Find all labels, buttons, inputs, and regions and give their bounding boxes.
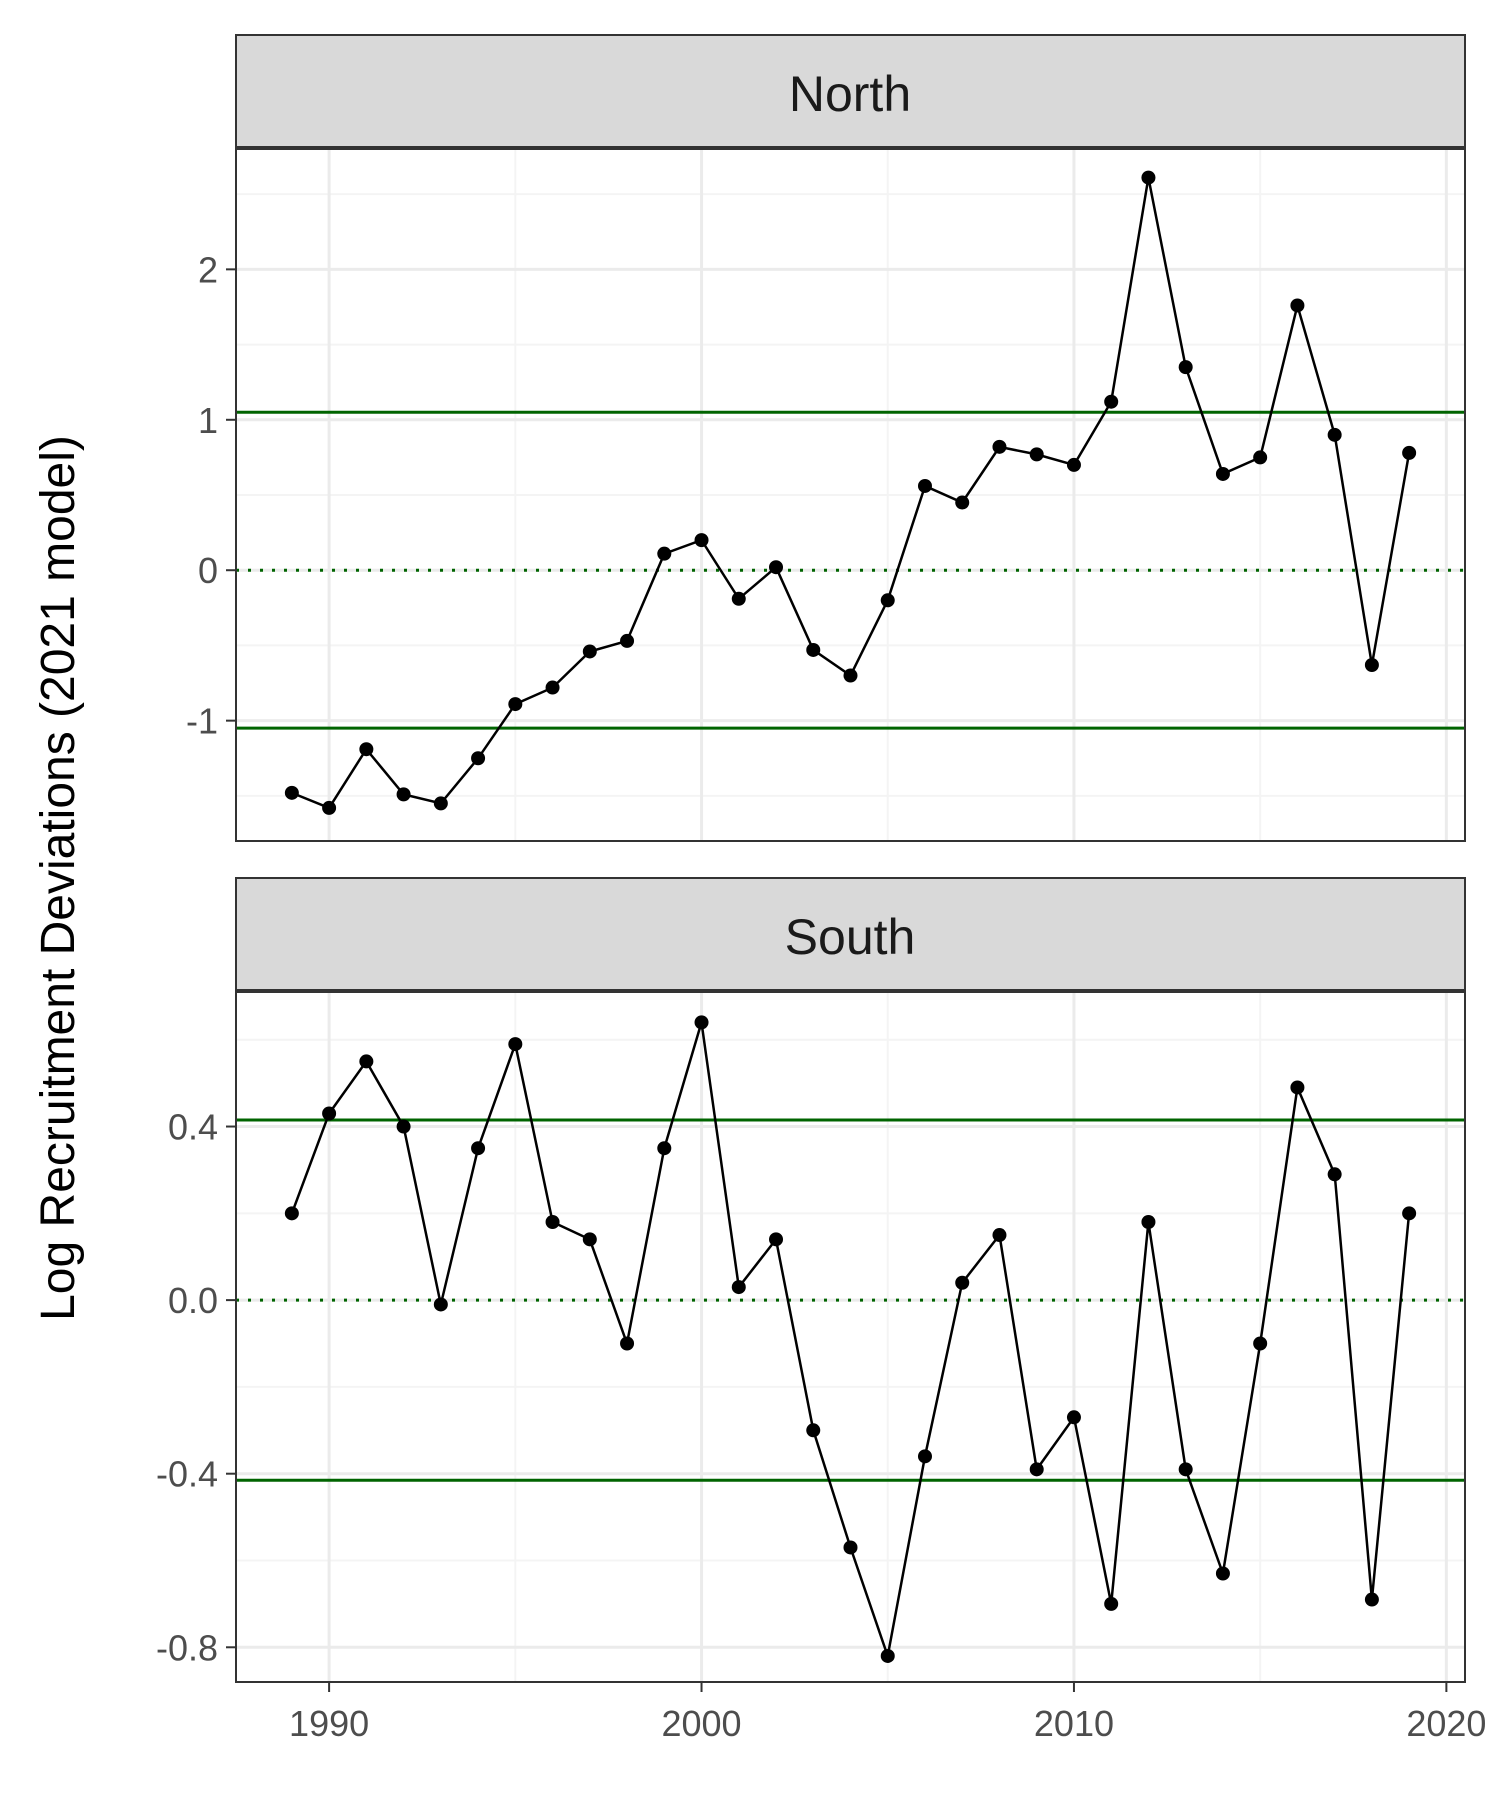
- north-data-point: [471, 751, 486, 766]
- south-y-tick-label: -0.4: [156, 1454, 218, 1495]
- north-data-point: [1215, 466, 1230, 481]
- south-data-point: [582, 1232, 597, 1247]
- south-data-point: [880, 1648, 895, 1663]
- south-data-point: [1178, 1462, 1193, 1477]
- south-data-point: [433, 1297, 448, 1312]
- south-strip: [235, 877, 1466, 991]
- south-panel: South -0.8 -0.4 0.0 0.4 1990 2000 2010 2020: [156, 877, 1486, 1744]
- y-axis-title: Log Recruitment Deviations (2021 model): [32, 435, 85, 1321]
- south-data-point: [1402, 1206, 1417, 1221]
- south-data-point: [955, 1275, 970, 1290]
- south-y-axis: -0.8 -0.4 0.0 0.4: [156, 1107, 236, 1668]
- north-data-point: [694, 533, 709, 548]
- north-data-point: [955, 495, 970, 510]
- south-data-point: [806, 1423, 821, 1438]
- north-data-point: [1402, 445, 1417, 460]
- x-tick-label: 2010: [1034, 1703, 1114, 1744]
- south-data-point: [1253, 1336, 1268, 1351]
- south-data-point: [917, 1449, 932, 1464]
- north-data-point: [545, 680, 560, 695]
- north-data-point: [322, 800, 337, 815]
- north-data-point: [731, 591, 746, 606]
- north-panel: North -1 0 1 2: [186, 34, 1466, 842]
- north-grid: [236, 149, 1465, 841]
- south-data-point: [1364, 1592, 1379, 1607]
- south-data-point: [992, 1228, 1007, 1243]
- north-data-point: [284, 785, 299, 800]
- north-panel-border: [235, 148, 1466, 842]
- north-data-point: [359, 742, 374, 757]
- north-y-axis: -1 0 1 2: [186, 249, 236, 742]
- south-data-point: [545, 1215, 560, 1229]
- south-data-point: [731, 1280, 746, 1295]
- north-data-point: [806, 642, 821, 657]
- north-data-point: [1141, 170, 1156, 185]
- x-axis: 1990 2000 2010 2020: [289, 1682, 1486, 1744]
- south-data-point: [1327, 1167, 1342, 1182]
- north-strip: [235, 34, 1466, 148]
- north-y-tick-label: 2: [198, 249, 218, 290]
- north-data-point: [582, 644, 597, 659]
- north-data-point: [620, 633, 635, 648]
- south-y-tick-label: 0.4: [168, 1107, 218, 1148]
- south-series: [284, 1015, 1417, 1663]
- south-data-point: [284, 1206, 299, 1221]
- south-data-point: [359, 1054, 374, 1069]
- south-data-point: [508, 1037, 523, 1052]
- north-data-point: [1029, 447, 1044, 462]
- south-data-point: [1104, 1596, 1119, 1611]
- south-data-point: [694, 1015, 709, 1030]
- north-data-point: [508, 697, 523, 712]
- south-panel-border: [235, 991, 1466, 1683]
- north-strip-label: North: [789, 66, 911, 122]
- south-data-point: [1066, 1410, 1081, 1425]
- x-tick-label: 2000: [661, 1703, 741, 1744]
- south-data-point: [769, 1232, 784, 1247]
- south-y-tick-label: -0.8: [156, 1627, 218, 1668]
- south-data-point: [620, 1336, 635, 1351]
- south-data-point: [1290, 1080, 1305, 1095]
- north-data-point: [1253, 450, 1268, 465]
- north-reference-lines: [236, 410, 1465, 730]
- x-tick-label: 2020: [1406, 1703, 1486, 1744]
- south-grid: [236, 992, 1465, 1682]
- south-data-point: [1029, 1462, 1044, 1477]
- north-y-tick-label: 1: [198, 400, 218, 441]
- south-data-point: [657, 1141, 672, 1156]
- south-data-point: [843, 1540, 858, 1555]
- south-strip-label: South: [785, 909, 916, 965]
- north-data-point: [433, 796, 448, 811]
- south-plot-background: [236, 992, 1465, 1682]
- north-data-point: [1066, 457, 1081, 472]
- south-data-point: [471, 1141, 486, 1156]
- north-data-point: [769, 560, 784, 575]
- south-y-tick-label: 0.0: [168, 1280, 218, 1321]
- south-data-point: [396, 1119, 411, 1134]
- north-data-point: [1178, 360, 1193, 375]
- north-data-point: [992, 439, 1007, 454]
- south-data-point: [1141, 1215, 1156, 1229]
- south-data-point: [322, 1106, 337, 1121]
- south-data-point: [1215, 1566, 1230, 1581]
- north-data-point: [396, 787, 411, 802]
- north-data-point: [1290, 298, 1305, 313]
- north-data-point: [880, 593, 895, 608]
- x-tick-label: 1990: [289, 1703, 369, 1744]
- north-series: [284, 170, 1417, 815]
- north-data-point: [1327, 427, 1342, 442]
- north-data-point: [1104, 394, 1119, 409]
- north-data-point: [657, 546, 672, 561]
- north-data-point: [843, 668, 858, 683]
- north-y-tick-label: -1: [186, 701, 218, 742]
- north-data-point: [1364, 657, 1379, 672]
- north-y-tick-label: 0: [198, 550, 218, 591]
- north-data-point: [917, 478, 932, 493]
